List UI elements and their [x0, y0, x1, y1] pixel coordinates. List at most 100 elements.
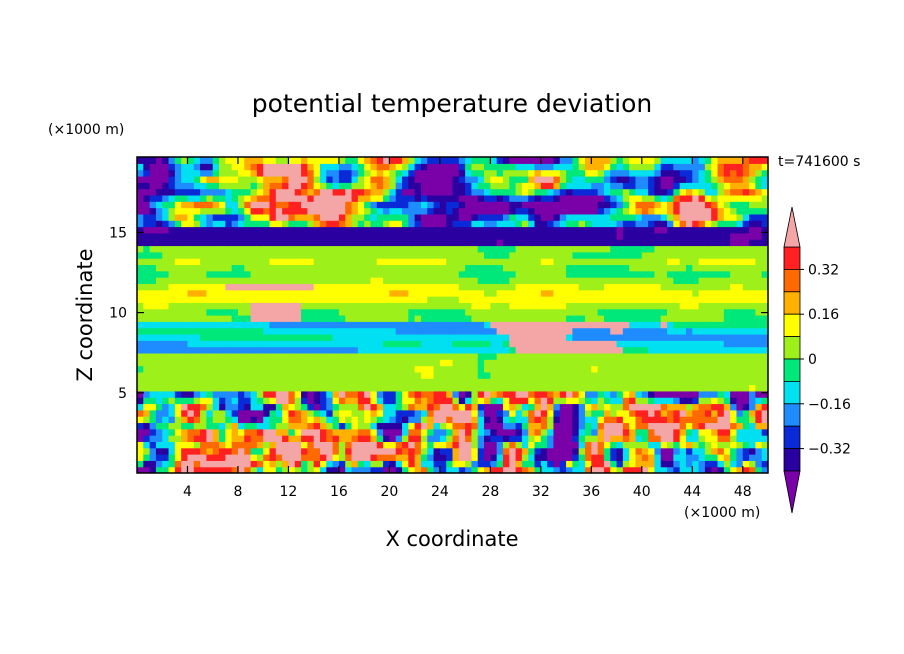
- field-cell: [338, 239, 346, 247]
- field-cell: [155, 283, 163, 291]
- field-cell: [635, 447, 643, 455]
- field-cell: [698, 384, 706, 392]
- field-cell: [685, 454, 693, 461]
- field-cell: [578, 182, 586, 190]
- field-cell: [490, 422, 498, 430]
- field-cell: [585, 264, 592, 272]
- field-cell: [471, 371, 479, 379]
- field-cell: [446, 340, 454, 348]
- field-cell: [616, 289, 624, 297]
- field-cell: [515, 182, 523, 190]
- field-cell: [540, 397, 548, 405]
- field-cell: [137, 226, 144, 234]
- field-cell: [502, 333, 510, 341]
- field-cell: [414, 454, 422, 461]
- field-cell: [648, 466, 656, 473]
- field-cell: [408, 435, 416, 442]
- field-cell: [307, 296, 315, 303]
- field-cell: [288, 359, 296, 367]
- field-cell: [319, 245, 327, 253]
- field-cell: [162, 447, 170, 455]
- field-cell: [679, 289, 687, 297]
- field-cell: [717, 251, 725, 259]
- field-cell: [219, 441, 226, 449]
- field-cell: [610, 384, 618, 392]
- field-cell: [288, 365, 296, 373]
- field-cell: [408, 416, 416, 424]
- field-cell: [244, 157, 252, 164]
- field-cell: [572, 327, 580, 335]
- field-cell: [685, 163, 693, 171]
- field-cell: [181, 308, 189, 316]
- field-cell: [383, 352, 390, 360]
- field-cell: [143, 270, 151, 278]
- field-cell: [692, 232, 700, 240]
- field-cell: [402, 270, 409, 278]
- field-cell: [559, 213, 567, 221]
- field-cell: [490, 188, 498, 196]
- field-cell: [509, 207, 517, 215]
- field-cell: [496, 352, 504, 360]
- field-cell: [755, 390, 763, 398]
- field-cell: [237, 207, 245, 215]
- field-cell: [313, 460, 321, 468]
- field-cell: [364, 352, 372, 360]
- field-cell: [174, 390, 182, 398]
- field-cell: [490, 245, 498, 253]
- field-cell: [200, 277, 208, 284]
- field-cell: [704, 409, 712, 417]
- field-cell: [673, 340, 681, 348]
- field-cell: [610, 213, 618, 221]
- field-cell: [187, 245, 195, 253]
- field-cell: [553, 315, 561, 322]
- field-cell: [219, 327, 226, 335]
- field-cell: [288, 315, 296, 322]
- field-cell: [332, 163, 340, 171]
- field-cell: [307, 315, 315, 322]
- field-cell: [181, 232, 189, 240]
- field-cell: [389, 315, 397, 322]
- field-cell: [263, 245, 271, 253]
- field-cell: [509, 327, 517, 335]
- field-cell: [193, 315, 201, 322]
- field-cell: [597, 163, 605, 171]
- field-cell: [414, 321, 422, 329]
- field-cell: [667, 365, 674, 373]
- field-cell: [332, 302, 340, 310]
- field-cell: [200, 232, 208, 240]
- field-cell: [420, 188, 428, 196]
- field-cell: [364, 390, 372, 398]
- field-cell: [572, 403, 580, 411]
- field-cell: [673, 308, 681, 316]
- field-cell: [313, 169, 321, 177]
- field-cell: [275, 213, 283, 221]
- field-cell: [345, 428, 353, 436]
- field-cell: [351, 188, 359, 196]
- field-cell: [452, 327, 460, 335]
- field-cell: [389, 232, 397, 240]
- field-cell: [338, 163, 346, 171]
- field-cell: [155, 245, 163, 253]
- field-cell: [244, 207, 252, 215]
- field-cell: [603, 308, 611, 316]
- field-cell: [578, 315, 586, 322]
- field-cell: [414, 283, 422, 291]
- field-cell: [572, 308, 580, 316]
- field-cell: [692, 454, 700, 461]
- field-cell: [603, 245, 611, 253]
- field-cell: [383, 251, 390, 259]
- field-cell: [206, 359, 214, 367]
- field-cell: [540, 258, 548, 266]
- field-cell: [622, 384, 630, 392]
- field-cell: [471, 359, 479, 367]
- field-cell: [749, 416, 756, 424]
- field-cell: [301, 447, 308, 455]
- field-cell: [174, 169, 182, 177]
- field-cell: [237, 277, 245, 284]
- field-cell: [332, 321, 340, 329]
- field-cell: [566, 447, 573, 455]
- field-cell: [742, 251, 750, 259]
- field-cell: [237, 188, 245, 196]
- field-cell: [673, 321, 681, 329]
- field-cell: [439, 321, 447, 329]
